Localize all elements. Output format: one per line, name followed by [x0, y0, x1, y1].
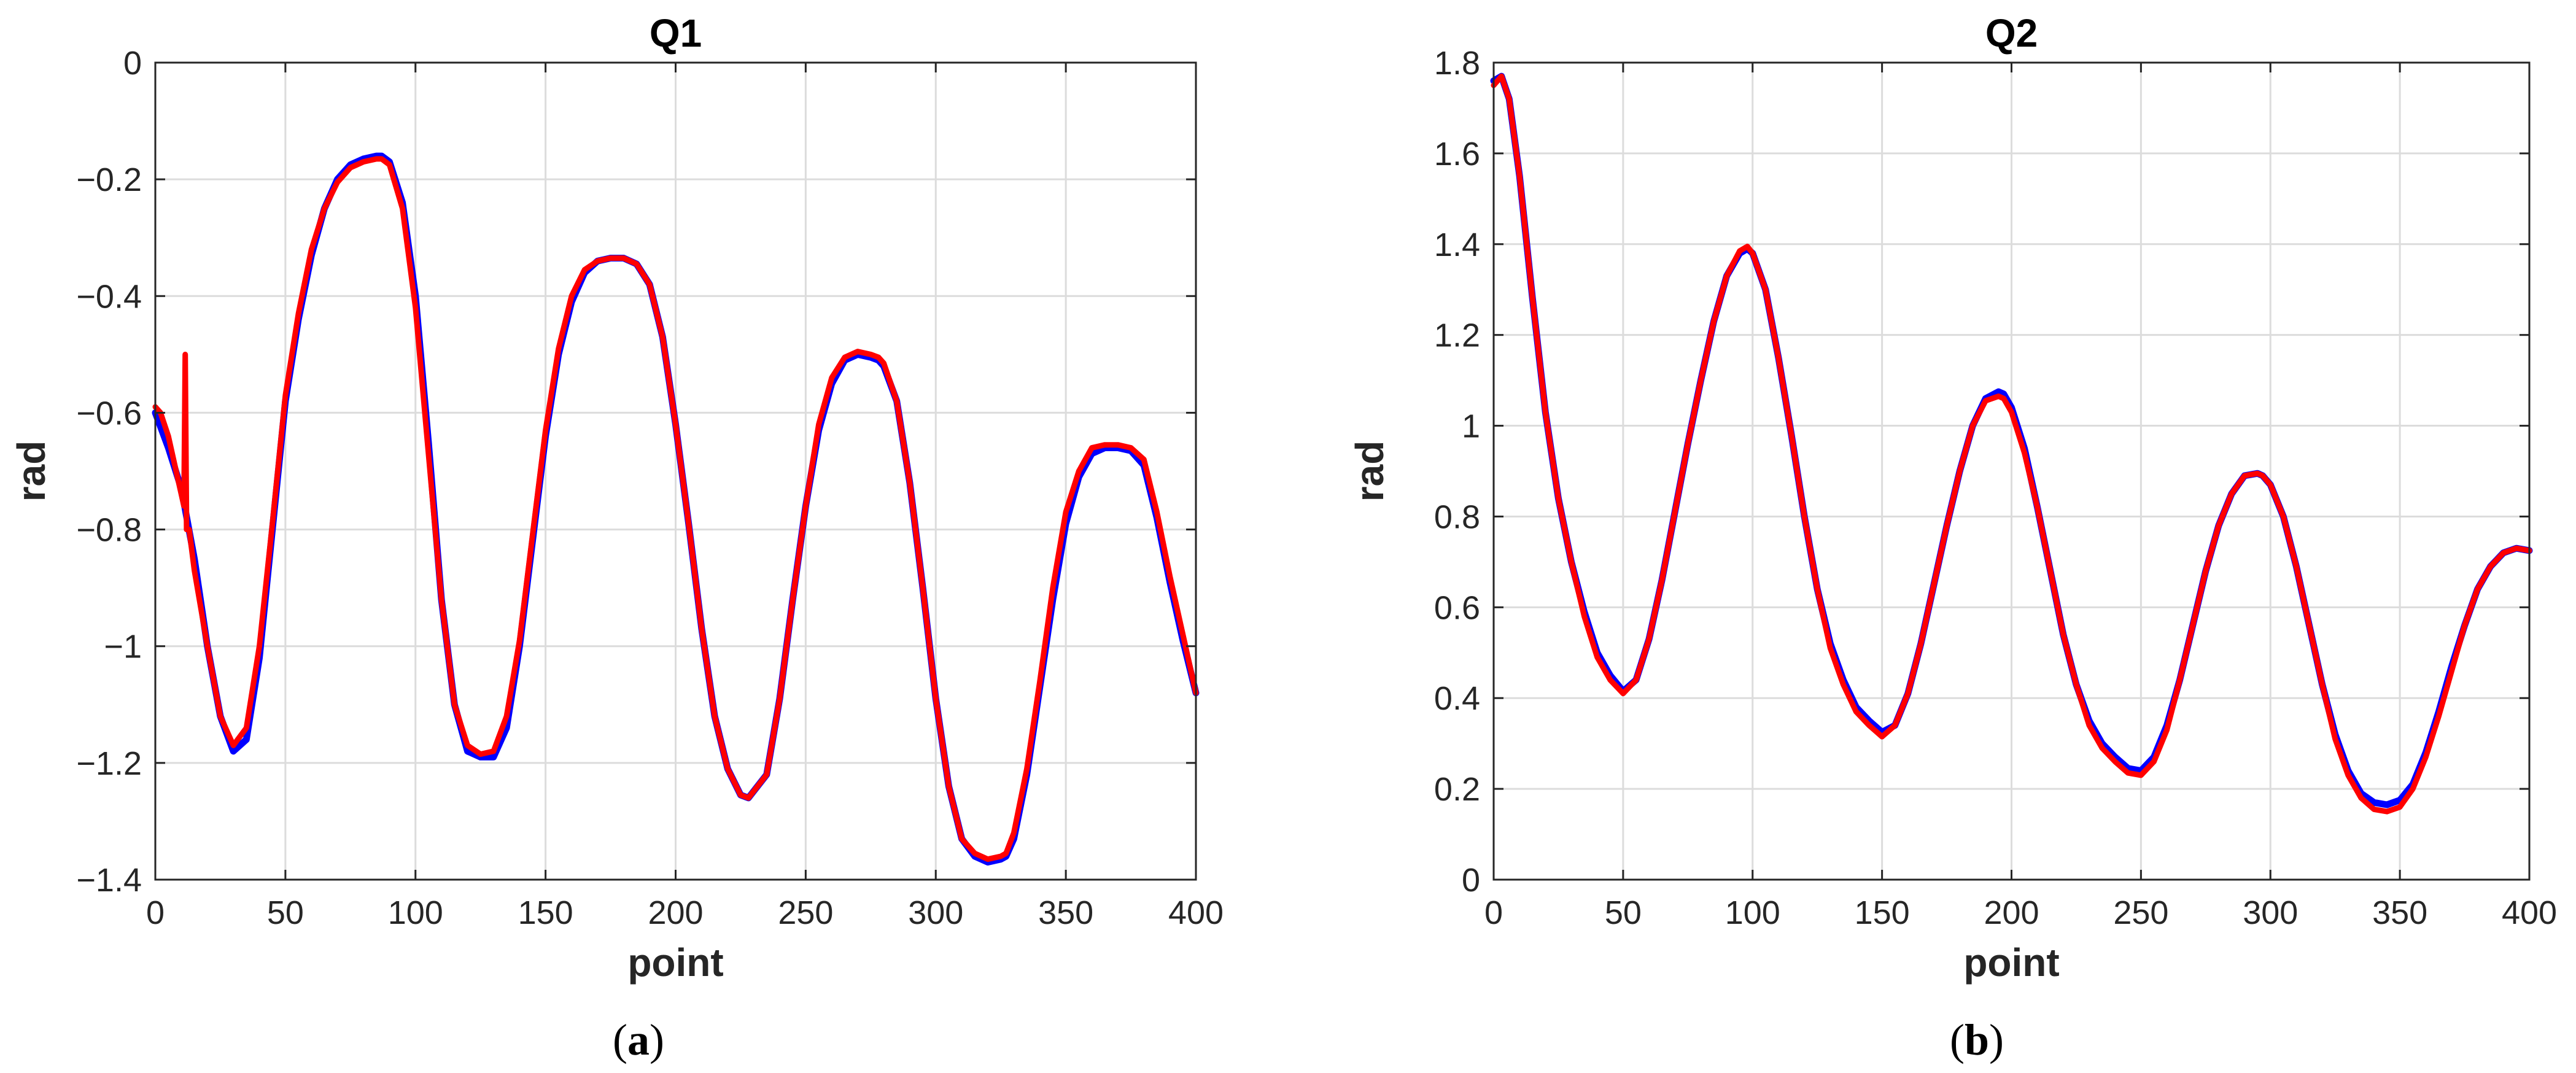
chart-b-y-tick-label-4: 0.8 [1434, 498, 1480, 535]
caption-a-open: ( [613, 1015, 627, 1064]
chart-b-x-tick-label-6: 300 [2243, 894, 2298, 931]
chart-b-x-tick-label-0: 0 [1484, 894, 1503, 931]
chart-b-y-axis-label: rad [1348, 441, 1392, 502]
chart-a-y-tick-label-5: −0.4 [76, 278, 142, 315]
chart-panel-a: 0 50 100 150 200 250 300 350 400 −1.4 −1.2 −1 −0.8 −0… [9, 11, 1224, 985]
caption-b-letter: b [1965, 1015, 1989, 1064]
chart-panel-b: 0 50 100 150 200 250 300 350 400 0 0.2 0.4 0.6 0.8 1 1.… [1348, 11, 2557, 985]
chart-a-y-tick-label-1: −1.2 [76, 745, 142, 782]
chart-b-y-tick-label-2: 0.4 [1434, 680, 1480, 717]
chart-a-x-tick-label-3: 150 [518, 894, 573, 931]
chart-a-y-axis-label: rad [9, 441, 53, 502]
chart-b-x-tick-label-7: 350 [2372, 894, 2427, 931]
chart-a-x-tick-label-1: 50 [267, 894, 304, 931]
chart-b-title: Q2 [1985, 11, 2038, 55]
chart-a-x-tick-label-2: 100 [388, 894, 443, 931]
chart-b-series-1-line [1491, 73, 2532, 815]
caption-b-close: ) [1989, 1015, 2004, 1064]
chart-b-x-tick-label-3: 150 [1855, 894, 1910, 931]
chart-b-y-tick-label-6: 1.2 [1434, 317, 1480, 354]
caption-b: (b) [1950, 1015, 2004, 1064]
caption-b-open: ( [1950, 1015, 1965, 1064]
chart-b-x-axis-label: point [1963, 940, 2059, 985]
caption-a: (a) [613, 1015, 664, 1064]
chart-a-y-tick-label-7: 0 [123, 45, 142, 82]
chart-a-y-tick-label-2: −1 [104, 629, 142, 665]
chart-a-x-tick-label-0: 0 [146, 894, 165, 931]
chart-a-x-axis-label: point [627, 940, 723, 985]
chart-a-x-tick-label-5: 250 [778, 894, 833, 931]
chart-b-y-tick-label-5: 1 [1462, 408, 1480, 445]
chart-a-y-tick-label-0: −1.4 [76, 862, 142, 899]
chart-a-title: Q1 [650, 11, 702, 55]
chart-a-x-tick-label-7: 350 [1038, 894, 1093, 931]
chart-a-x-tick-label-6: 300 [908, 894, 963, 931]
chart-a-series-1-line [152, 156, 1199, 862]
chart-b-x-tick-label-8: 400 [2502, 894, 2557, 931]
chart-a-x-tick-label-8: 400 [1168, 894, 1224, 931]
chart-b-y-tick-label-3: 0.6 [1434, 589, 1480, 626]
chart-a-y-tick-label-6: −0.2 [76, 161, 142, 198]
chart-b-y-tick-label-0: 0 [1462, 862, 1480, 899]
caption-a-close: ) [650, 1015, 664, 1064]
caption-a-letter: a [627, 1015, 650, 1064]
chart-b-y-tick-label-7: 1.4 [1434, 227, 1480, 263]
chart-b-y-tick-label-8: 1.6 [1434, 136, 1480, 172]
chart-b-x-tick-label-4: 200 [1984, 894, 2039, 931]
chart-a-y-tick-label-4: −0.6 [76, 395, 142, 432]
chart-a-y-tick-label-3: −0.8 [76, 512, 142, 549]
chart-a-x-tick-label-4: 200 [648, 894, 703, 931]
chart-b-x-tick-label-5: 250 [2113, 894, 2168, 931]
chart-b-x-tick-label-2: 100 [1725, 894, 1780, 931]
chart-b-y-tick-label-9: 1.8 [1434, 45, 1480, 82]
chart-b-y-tick-label-1: 0.2 [1434, 771, 1480, 808]
chart-b-x-tick-label-1: 50 [1605, 894, 1642, 931]
